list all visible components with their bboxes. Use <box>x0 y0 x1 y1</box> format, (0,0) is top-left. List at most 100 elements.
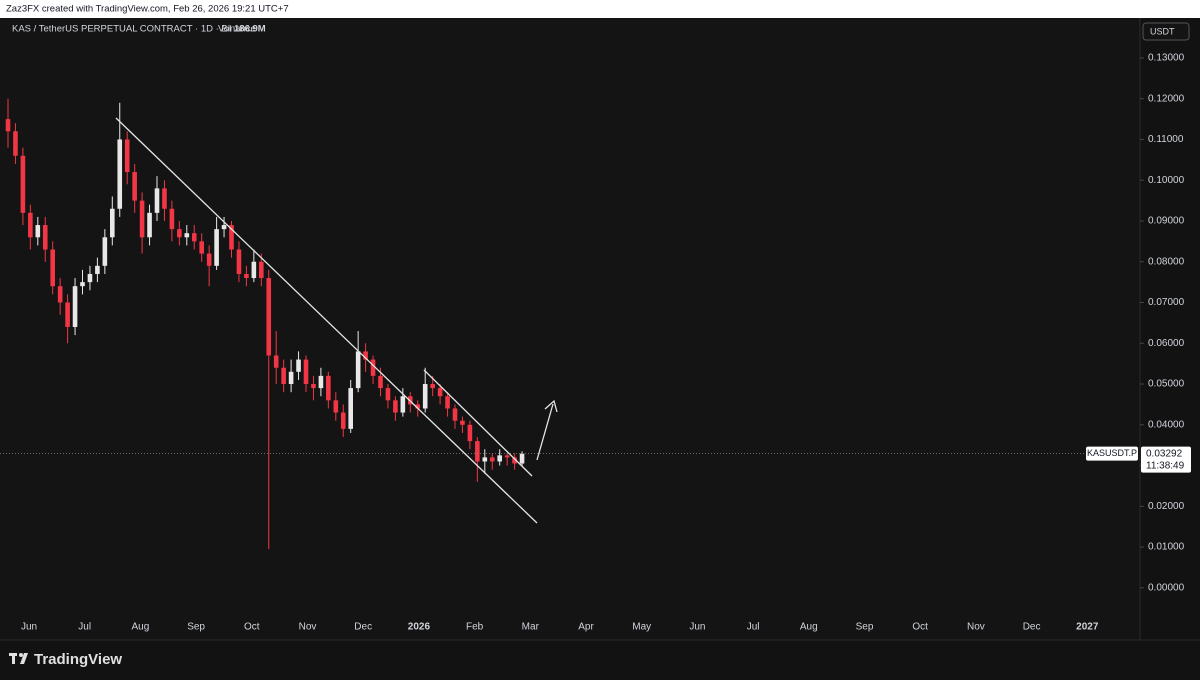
x-tick-label: Mar <box>522 622 540 633</box>
y-tick-label: 0.04000 <box>1148 419 1185 430</box>
candle-body <box>251 261 257 279</box>
candle-body <box>348 388 353 429</box>
candle-body <box>259 261 264 279</box>
candle-body <box>35 225 41 238</box>
y-tick-label: 0.07000 <box>1148 297 1185 308</box>
candle-body <box>169 208 175 230</box>
candle-body <box>497 455 502 462</box>
candle-body <box>199 241 204 254</box>
candle-body <box>65 302 70 327</box>
candle-body <box>221 225 227 230</box>
countdown-label: 11:38:49 <box>1146 460 1185 471</box>
candle-body <box>489 457 495 462</box>
candle-body <box>80 282 85 287</box>
trend-line <box>423 369 533 477</box>
candle-body <box>72 286 78 327</box>
x-tick-label: Aug <box>800 622 818 633</box>
price-label: 0.03292 <box>1146 448 1183 459</box>
x-tick-label: Apr <box>578 622 594 633</box>
candle-body <box>512 457 517 464</box>
candle-body <box>236 249 242 274</box>
logo-part <box>19 653 23 657</box>
x-tick-label: Nov <box>967 622 985 633</box>
candle-body <box>13 131 18 156</box>
candle-body <box>363 351 368 360</box>
y-tick-label: 0.11000 <box>1148 134 1184 145</box>
x-tick-label: May <box>632 622 651 633</box>
x-tick-label: Sep <box>187 622 205 633</box>
candle-body <box>28 212 33 238</box>
x-tick-label: Jul <box>78 622 91 633</box>
x-tick-label: Dec <box>354 622 372 633</box>
candle-body <box>467 424 473 442</box>
drawings <box>115 117 558 524</box>
candle-body <box>378 375 383 389</box>
candle-body <box>400 396 406 413</box>
y-tick-label: 0.06000 <box>1148 338 1185 349</box>
candle-body <box>445 396 450 409</box>
candle-body <box>355 351 361 389</box>
arrow-head <box>544 399 558 413</box>
candle-body <box>214 229 219 266</box>
symbol-box <box>1086 446 1138 461</box>
legend-title: KAS / TetherUS PERPETUAL CONTRACT · 1D ·… <box>12 24 256 35</box>
candle-body <box>326 375 331 401</box>
candle-body <box>147 212 152 238</box>
candle-body <box>57 286 63 303</box>
candle-body <box>5 119 11 132</box>
price-box <box>1141 446 1191 473</box>
candle-body <box>370 359 376 376</box>
candle-body <box>430 384 435 389</box>
candle-body <box>273 355 279 368</box>
candle-body <box>422 384 428 409</box>
x-tick-label: Feb <box>466 622 484 633</box>
candle-body <box>42 225 48 250</box>
candle-body <box>229 225 234 250</box>
candle-body <box>519 453 525 464</box>
candle-body <box>475 441 480 462</box>
candles <box>0 98 1140 550</box>
candle-body <box>110 208 115 238</box>
volume-label: Vol <box>218 24 231 35</box>
candle-body <box>244 273 249 279</box>
y-tick-label: 0.12000 <box>1148 93 1185 104</box>
candle-body <box>504 455 510 458</box>
candle-body <box>303 359 309 385</box>
y-tick-label: 0.05000 <box>1148 379 1185 390</box>
y-tick-label: 0.10000 <box>1148 175 1185 186</box>
candle-body <box>311 384 316 389</box>
x-tick-label: Sep <box>856 622 874 633</box>
candle-body <box>482 457 488 462</box>
logo-part <box>12 653 15 664</box>
y-tick-label: 0.02000 <box>1148 501 1185 512</box>
currency-button[interactable] <box>1142 22 1190 41</box>
candle-body <box>20 155 26 213</box>
currency-label[interactable]: USDT <box>1150 26 1175 36</box>
symbol-label: KASUSDT.P <box>1087 448 1137 458</box>
candle-body <box>191 233 197 242</box>
x-tick-label: Jun <box>689 622 705 633</box>
y-tick-label: 0.00000 <box>1148 582 1185 593</box>
x-tick-label: Oct <box>244 622 260 633</box>
candle-body <box>177 229 182 238</box>
candle-body <box>385 388 391 401</box>
candle-body <box>460 420 465 425</box>
volume-value: 186.9M <box>234 24 266 35</box>
header-bar <box>0 0 1200 18</box>
candle-body <box>139 200 145 238</box>
x-tick-label: Jun <box>21 622 37 633</box>
x-tick-label: Nov <box>299 622 317 633</box>
candle-body <box>87 273 93 283</box>
candle-body <box>266 278 272 356</box>
logo-icon <box>9 653 28 664</box>
candle-body <box>162 188 167 209</box>
candle-body <box>393 400 398 413</box>
candle-body <box>340 412 346 429</box>
candle-body <box>117 139 123 209</box>
y-tick-label: 0.01000 <box>1148 542 1185 553</box>
y-tick-label: 0.09000 <box>1148 216 1185 227</box>
candle-body <box>154 188 160 213</box>
candle-body <box>333 400 339 413</box>
